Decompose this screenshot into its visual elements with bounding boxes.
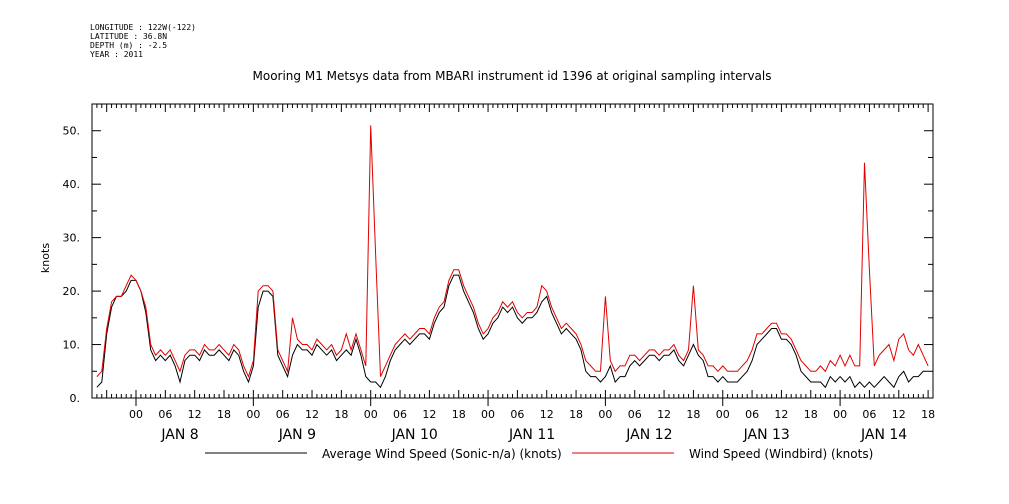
legend-label-sonic: Average Wind Speed (Sonic-n/a) (knots)	[322, 447, 562, 461]
legend-label-windbird: Wind Speed (Windbird) (knots)	[689, 447, 873, 461]
x-day-label: JAN 12	[625, 427, 672, 443]
x-tick-label: 06	[158, 408, 172, 421]
x-tick-label: 12	[188, 408, 202, 421]
x-tick-label: 18	[921, 408, 935, 421]
x-tick-label: 18	[217, 408, 231, 421]
y-tick-label: 30.	[63, 232, 81, 245]
x-day-label: JAN 8	[160, 427, 198, 443]
legend: Average Wind Speed (Sonic-n/a) (knots) W…	[205, 447, 873, 461]
x-tick-label: 00	[833, 408, 847, 421]
x-tick-label: 00	[481, 408, 495, 421]
x-tick-label: 00	[598, 408, 612, 421]
x-tick-label: 12	[657, 408, 671, 421]
x-tick-label: 06	[276, 408, 290, 421]
x-tick-label: 00	[129, 408, 143, 421]
y-tick-label: 50.	[63, 125, 81, 138]
y-tick-label: 10.	[63, 339, 81, 352]
y-axis-label: knots	[39, 243, 52, 273]
series-line-sonic	[96, 274, 929, 389]
x-tick-label: 00	[246, 408, 260, 421]
x-tick-label: 00	[364, 408, 378, 421]
x-tick-label: 06	[862, 408, 876, 421]
chart-title: Mooring M1 Metsys data from MBARI instru…	[253, 69, 772, 83]
plot-frame	[91, 103, 934, 399]
x-day-label: JAN 9	[278, 427, 316, 443]
x-day-label: JAN 13	[743, 427, 790, 443]
x-tick-label: 18	[804, 408, 818, 421]
meta-latitude: LATITUDE : 36.8N	[90, 32, 167, 41]
x-tick-label: 00	[716, 408, 730, 421]
y-tick-label: 40.	[63, 178, 81, 191]
x-tick-label: 12	[892, 408, 906, 421]
x-tick-label: 06	[628, 408, 642, 421]
x-tick-label: 18	[452, 408, 466, 421]
x-tick-label: 18	[686, 408, 700, 421]
series-group	[96, 125, 929, 389]
x-tick-label: 06	[393, 408, 407, 421]
x-tick-label: 12	[422, 408, 436, 421]
x-day-label: JAN 10	[391, 427, 438, 443]
x-tick-label: 18	[334, 408, 348, 421]
x-tick-label: 12	[305, 408, 319, 421]
x-tick-label: 06	[510, 408, 524, 421]
metadata-block: LONGITUDE : 122W(-122) LATITUDE : 36.8N …	[90, 23, 196, 59]
x-tick-label: 18	[569, 408, 583, 421]
x-tick-label: 06	[745, 408, 759, 421]
y-tick-label: 20.	[63, 285, 81, 298]
meta-depth: DEPTH (m) : -2.5	[90, 41, 167, 50]
series-line-windbird	[96, 125, 929, 379]
axes-group: 0. 10. 20. 30. 40. 50. 00 06 12 18 00 06 12 18 00 06 12 1…	[63, 103, 935, 443]
x-day-label: JAN 14	[860, 427, 907, 443]
meta-year: YEAR : 2011	[90, 50, 143, 59]
x-day-label: JAN 11	[508, 427, 555, 443]
meta-longitude: LONGITUDE : 122W(-122)	[90, 23, 196, 32]
x-tick-label: 12	[540, 408, 554, 421]
x-tick-label: 12	[774, 408, 788, 421]
y-tick-label: 0.	[70, 392, 81, 405]
